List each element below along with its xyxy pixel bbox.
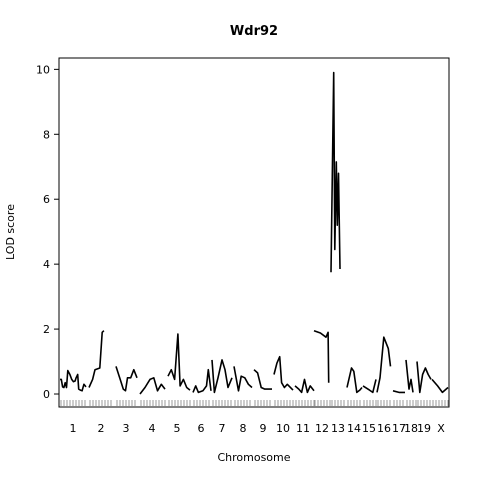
- chromosome-label: 5: [174, 422, 181, 435]
- lod-curve-chr-18: [405, 359, 414, 393]
- chromosome-label: 7: [219, 422, 226, 435]
- chromosome-label: 1: [70, 422, 77, 435]
- lod-curve-chr-13: [330, 71, 341, 273]
- chromosome-label: 14: [347, 422, 361, 435]
- chromosome-label: 2: [98, 422, 105, 435]
- marker-rug: [60, 400, 449, 406]
- lod-curve-chr-X: [431, 378, 449, 394]
- lod-curve-chr-5: [167, 333, 191, 391]
- lod-curve-chr-1: [60, 369, 87, 392]
- y-tick-label: 2: [43, 323, 50, 336]
- y-tick-label: 6: [43, 193, 50, 206]
- lod-curve-chr-9: [253, 369, 272, 390]
- chromosome-label: X: [437, 422, 445, 435]
- chromosome-label: 9: [260, 422, 267, 435]
- chromosome-label: 15: [362, 422, 376, 435]
- lod-curve-chr-14: [346, 367, 363, 394]
- y-tick-label: 0: [43, 388, 50, 401]
- chromosome-label: 12: [315, 422, 329, 435]
- lod-curve-chr-19: [416, 361, 432, 394]
- lod-curve-chr-10: [273, 355, 294, 391]
- plot-frame: [58, 57, 450, 408]
- y-tick-label: 8: [43, 128, 50, 141]
- x-axis-label: Chromosome: [217, 451, 290, 464]
- chromosome-label: 3: [123, 422, 130, 435]
- chromosome-label: 13: [331, 422, 345, 435]
- chromosome-label: 10: [276, 422, 290, 435]
- y-tick-label: 10: [36, 63, 50, 76]
- lod-curves: [60, 71, 449, 395]
- chromosome-label: 8: [240, 422, 247, 435]
- lod-curve-chr-4: [139, 376, 166, 395]
- lod-curve-chr-17: [392, 390, 405, 394]
- chart-title: Wdr92: [230, 24, 278, 39]
- lod-curve-chr-8: [233, 366, 253, 392]
- chromosome-label: 19: [417, 422, 431, 435]
- y-axis: 0 2 4 6 8 10: [36, 63, 59, 401]
- chromosome-label: 4: [149, 422, 156, 435]
- chromosome-label: 6: [198, 422, 205, 435]
- chromosome-label: 16: [377, 422, 391, 435]
- lod-curve-chr-15: [362, 379, 377, 394]
- lod-curve-chr-16: [376, 336, 392, 393]
- lod-curve-chr-3: [115, 366, 138, 392]
- chromosome-label: 11: [296, 422, 310, 435]
- lod-curve-chr-11: [294, 378, 315, 394]
- lod-curve-chr-12: [313, 329, 330, 383]
- lod-curve-chr-2: [88, 330, 105, 388]
- chromosome-label: 18: [404, 422, 418, 435]
- lod-curve-chr-7: [211, 359, 233, 394]
- lod-curve-chr-6: [192, 368, 212, 394]
- chromosome-label: 17: [392, 422, 406, 435]
- y-axis-label: LOD score: [4, 204, 17, 260]
- y-tick-label: 4: [43, 258, 50, 271]
